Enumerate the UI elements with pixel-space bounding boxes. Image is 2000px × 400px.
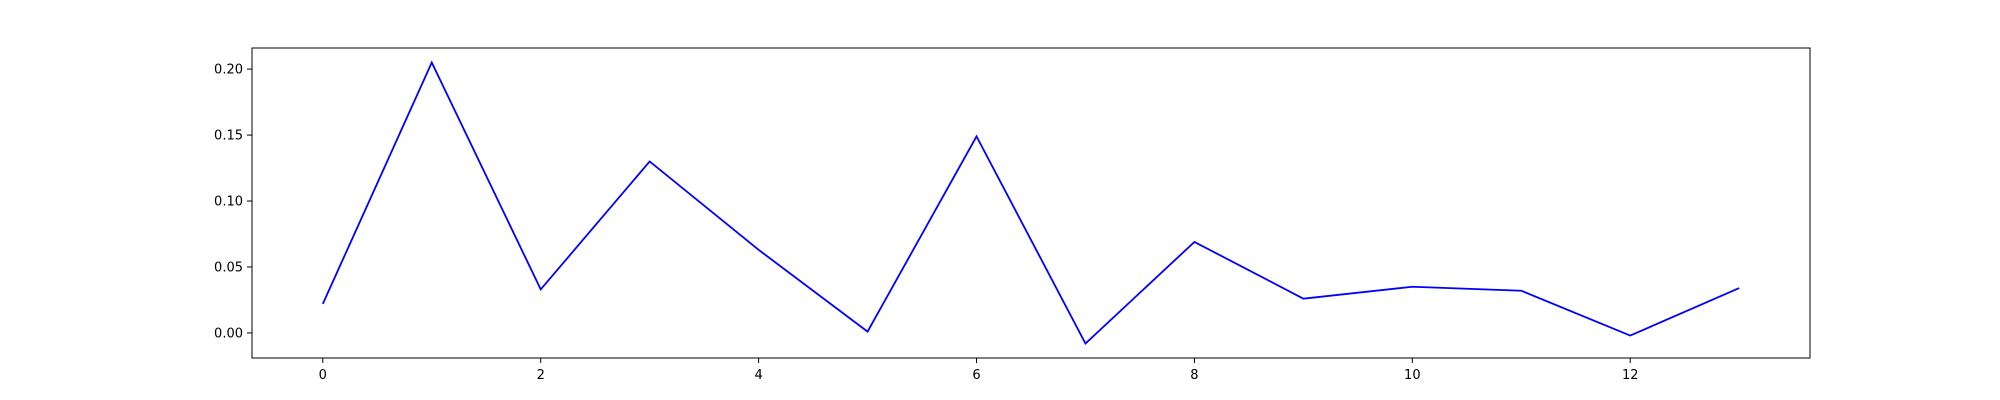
x-tick-label: 2 [537,368,545,383]
series-layer [321,60,1740,345]
x-tick-label: 6 [972,368,980,383]
y-axis-ticks: 0.00 0.05 0.10 0.15 0.20 [214,63,252,341]
y-tick-label: 0.20 [214,63,243,78]
x-tick-label: 12 [1622,368,1639,383]
x-tick-label: 0 [319,368,327,383]
plot-area-frame [251,47,1811,359]
x-axis-ticks: 0 2 4 6 8 10 12 [319,358,1639,383]
series-line [321,60,1740,345]
y-tick-label: 0.00 [214,326,243,341]
x-tick-label: 8 [1190,368,1198,383]
y-tick-label: 0.10 [214,195,243,210]
y-tick-label: 0.05 [214,260,243,275]
x-tick-label: 10 [1404,368,1421,383]
y-tick-label: 0.15 [214,129,243,144]
x-tick-label: 4 [754,368,762,383]
